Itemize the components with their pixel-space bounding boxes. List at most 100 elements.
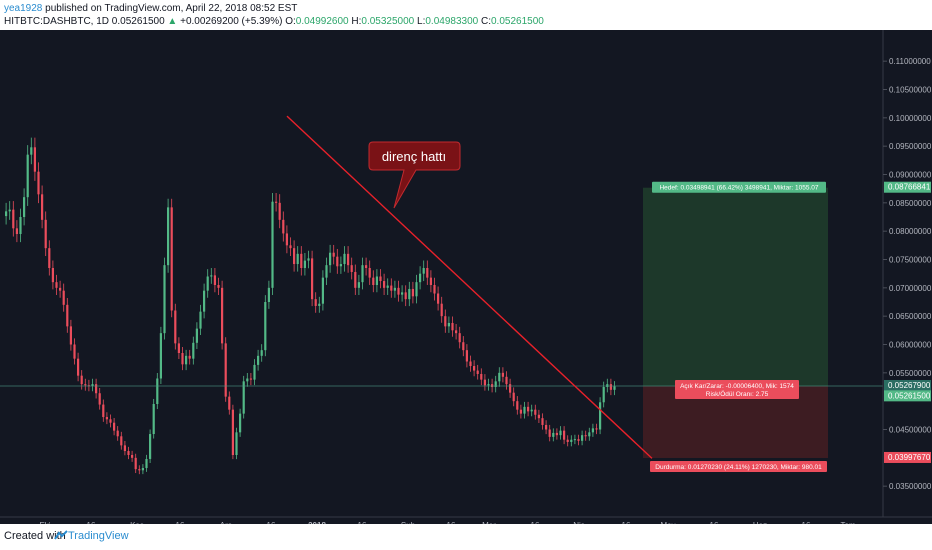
candle-body	[210, 275, 213, 277]
y-tick-label: 0.04500000	[889, 426, 932, 435]
candle-body	[469, 361, 472, 367]
candle-body	[199, 311, 202, 329]
candle-body	[332, 252, 335, 257]
candle-body	[509, 384, 512, 393]
candle-body	[80, 375, 83, 385]
x-tick-label: Eki	[39, 521, 50, 524]
candle-body	[476, 370, 479, 374]
candle-body	[462, 342, 465, 351]
candle-body	[588, 432, 591, 437]
candle-body	[336, 256, 339, 267]
candle-body	[599, 402, 602, 430]
candle-body	[95, 384, 98, 394]
candle-body	[581, 435, 584, 441]
candle-body	[415, 282, 418, 297]
chart-area[interactable]: direnç hattı Hedef: 0.03498941 (66.42%) 3…	[0, 30, 932, 524]
candle-body	[217, 285, 220, 288]
tradingview-brand[interactable]: TradingView	[68, 530, 129, 542]
candle-body	[127, 451, 130, 455]
candle-body	[559, 430, 562, 436]
stop-label-box	[650, 460, 827, 472]
price-marker-target	[884, 181, 931, 193]
username-link[interactable]: yea1928	[4, 3, 43, 14]
candle-body	[566, 439, 569, 442]
y-tick-label: 0.03500000	[889, 482, 932, 491]
x-tick-label: Kas	[130, 521, 144, 524]
resistance-trendline	[286, 115, 653, 459]
candle-body	[62, 290, 65, 305]
candle-body	[573, 439, 576, 441]
candle-body	[77, 358, 80, 376]
candle-body	[451, 322, 454, 331]
candle-body	[534, 409, 537, 415]
candle-body	[527, 406, 530, 412]
candle-body	[613, 386, 616, 390]
candle-body	[390, 285, 393, 291]
x-tick-label: 16	[87, 521, 96, 524]
candle-body	[419, 273, 422, 283]
candle-body	[66, 304, 69, 327]
x-tick-label: 16	[802, 521, 811, 524]
candle-body	[498, 372, 501, 382]
y-tick-label: 0.09500000	[889, 142, 932, 151]
change-arrow-icon: ▲	[167, 16, 178, 27]
candle-body	[48, 248, 51, 268]
candle-body	[33, 147, 36, 172]
high-label: H:	[351, 16, 362, 27]
x-tick-label: 16	[622, 521, 631, 524]
candle-body	[494, 381, 497, 387]
price-marker-last	[884, 390, 931, 402]
candle-body	[602, 387, 605, 403]
y-tick-label: 0.10000000	[889, 114, 932, 123]
candle-body	[19, 217, 22, 234]
x-tick-label: May	[660, 521, 675, 524]
candle-body	[303, 260, 306, 268]
candle-body	[141, 468, 144, 471]
candle-body	[224, 343, 227, 397]
candle-body	[501, 372, 504, 377]
candle-body	[491, 384, 494, 387]
x-tick-label: Haz	[753, 521, 767, 524]
candle-body	[138, 469, 141, 471]
publish-header: yea1928 published on TradingView.com, Ap…	[0, 0, 932, 30]
candle-body	[379, 276, 382, 282]
candle-body	[386, 285, 389, 288]
candle-body	[69, 326, 72, 345]
candle-body	[174, 310, 177, 344]
candle-body	[307, 258, 310, 261]
x-tick-label: 2018	[308, 521, 326, 524]
target-zone	[643, 187, 828, 386]
candle-body	[293, 248, 296, 265]
candle-body	[275, 201, 278, 203]
candle-body	[368, 268, 371, 278]
candle-body	[519, 409, 522, 414]
price-chart[interactable]: direnç hattı Hedef: 0.03498941 (66.42%) 3…	[0, 30, 932, 524]
candle-body	[444, 316, 447, 327]
symbol-line: HITBTC:DASHBTC, 1D 0.05261500 ▲ +0.00269…	[4, 16, 544, 27]
price-marker-current	[884, 379, 931, 391]
candle-body	[23, 197, 26, 217]
candle-body	[357, 282, 360, 288]
candle-body	[570, 439, 573, 442]
candle-body	[372, 277, 375, 285]
candle-body	[361, 265, 364, 283]
candle-body	[433, 285, 436, 294]
x-tick-label: 16	[267, 521, 276, 524]
candle-body	[350, 265, 353, 272]
candle-body	[30, 147, 33, 155]
candle-body	[177, 343, 180, 353]
high-value: 0.05325000	[361, 16, 415, 27]
candle-body	[149, 434, 152, 459]
candle-body	[84, 384, 87, 386]
candle-body	[455, 330, 458, 334]
x-tick-label: 16	[710, 521, 719, 524]
candle-body	[591, 428, 594, 433]
callout-bubble	[368, 141, 461, 209]
price-marker-label: 0.03997670	[888, 453, 931, 462]
candle-body	[98, 393, 101, 405]
candle-body	[253, 364, 256, 380]
candle-body	[311, 258, 314, 300]
candle-body	[102, 404, 105, 418]
candle-body	[429, 277, 432, 285]
candle-body	[8, 209, 11, 212]
